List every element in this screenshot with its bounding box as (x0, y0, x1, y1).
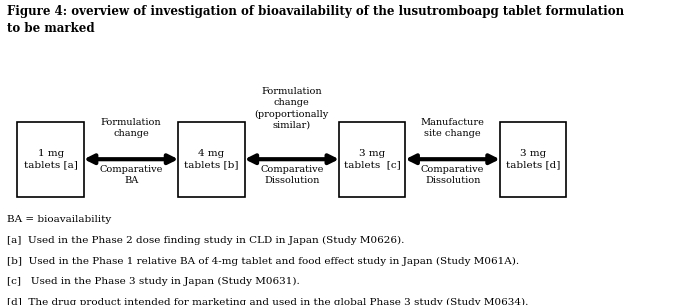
Text: 3 mg
tablets [d]: 3 mg tablets [d] (506, 149, 560, 169)
Text: [d]  The drug product intended for marketing and used in the global Phase 3 stud: [d] The drug product intended for market… (7, 298, 528, 305)
Text: Formulation
change
(proportionally
similar): Formulation change (proportionally simil… (254, 87, 329, 130)
Bar (500, 122, 566, 197)
Text: 1 mg
tablets [a]: 1 mg tablets [a] (24, 149, 78, 169)
Text: 3 mg
tablets  [c]: 3 mg tablets [c] (344, 149, 401, 169)
Text: Formulation
change: Formulation change (101, 118, 161, 138)
Text: Manufacture
site change: Manufacture site change (421, 118, 484, 138)
Text: [a]  Used in the Phase 2 dose finding study in CLD in Japan (Study M0626).: [a] Used in the Phase 2 dose finding stu… (7, 236, 404, 245)
Text: Comparative
Dissolution: Comparative Dissolution (260, 165, 324, 185)
Text: Figure 4: overview of investigation of bioavailability of the lusutromboapg tabl: Figure 4: overview of investigation of b… (7, 5, 624, 34)
Text: Comparative
BA: Comparative BA (99, 165, 163, 185)
Text: [b]  Used in the Phase 1 relative BA of 4-mg tablet and food effect study in Jap: [b] Used in the Phase 1 relative BA of 4… (7, 257, 519, 266)
Bar (178, 122, 245, 197)
Bar (17, 122, 84, 197)
Text: [c]   Used in the Phase 3 study in Japan (Study M0631).: [c] Used in the Phase 3 study in Japan (… (7, 277, 300, 286)
Text: BA = bioavailability: BA = bioavailability (7, 215, 111, 224)
Bar (339, 122, 405, 197)
Text: Comparative
Dissolution: Comparative Dissolution (421, 165, 484, 185)
Text: 4 mg
tablets [b]: 4 mg tablets [b] (185, 149, 238, 169)
